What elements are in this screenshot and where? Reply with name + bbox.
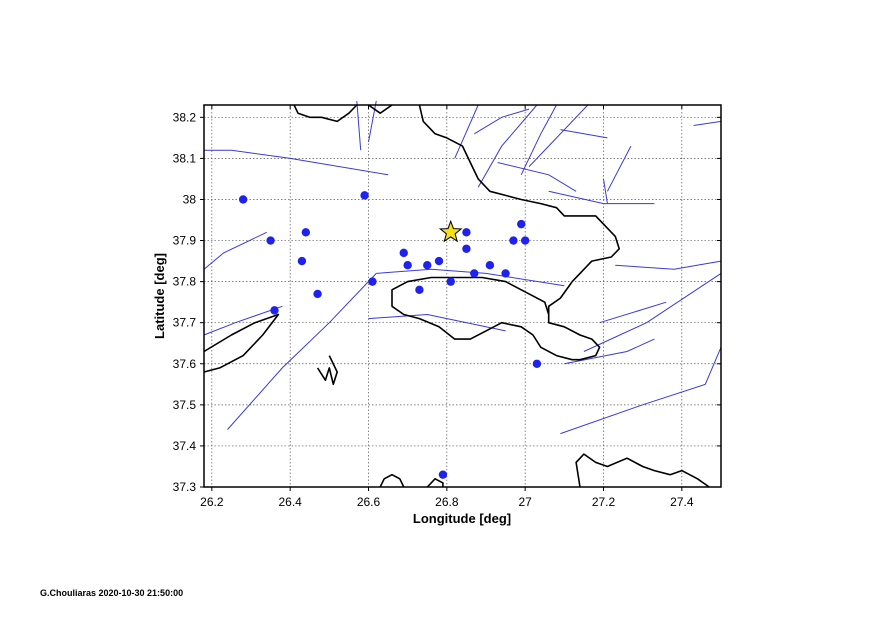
y-tick-label: 37.8 [173,275,197,289]
earthquake-event-dot [520,236,530,245]
fault-line [474,108,530,135]
plot-frame [203,104,722,488]
earthquake-event-dot [462,244,471,253]
fault-line [606,145,632,192]
fault-line [203,231,267,270]
earthquake-event-dot [238,195,248,204]
earthquake-event-dot [270,306,279,315]
fault-line [497,162,577,192]
coastline [426,478,444,488]
fault-lines [203,100,722,435]
fault-line [615,260,722,270]
y-tick-label: 38.1 [173,151,197,165]
earthquake-event-dot [470,269,479,278]
coastline [293,104,358,123]
y-tick-label: 38 [183,192,197,206]
earthquake-event-dot [399,248,408,258]
axis-ticks: 26.2 26.4 26.6 26.8 27 27.2 27.4 37.3 37.4 37.5 37… [173,105,721,509]
fault-line [520,104,557,176]
fault-line [564,338,655,365]
earthquake-event-dot [403,260,412,270]
fault-line [548,190,655,205]
y-tick-label: 37.3 [173,480,197,494]
earthquake-event-dot [368,277,377,286]
fault-line [203,305,283,336]
author-timestamp: G.Chouliaras 2020-10-30 21:50:00 [40,588,184,598]
star-icon [438,219,463,243]
x-tick-label: 27.4 [670,495,694,509]
fault-line [454,104,479,159]
fault-line [560,347,722,435]
earthquake-event-dot [501,269,510,278]
y-axis-label: Latitude [deg] [152,253,167,339]
coastline [391,104,620,361]
fault-line [227,273,377,430]
mainshock-star-icon [438,219,463,243]
fault-line [693,120,722,126]
y-tick-label: 37.9 [173,234,197,248]
earthquake-event-dot [360,191,369,200]
fault-line [583,272,722,352]
earthquake-event-dot [532,359,542,368]
coastline [316,355,338,386]
fault-line [368,100,377,143]
earthquake-event-dot [485,260,495,270]
earthquake-events [238,191,542,479]
x-tick-label: 26.8 [435,495,459,509]
earthquake-event-dot [438,470,448,479]
fault-line [204,149,389,176]
earthquake-event-dot [446,277,455,286]
grid-lines [204,105,721,488]
earthquake-event-dot [266,236,275,245]
y-tick-label: 37.7 [173,316,197,330]
x-tick-label: 26.6 [357,495,381,509]
fault-line [368,313,506,332]
fault-line [560,129,608,139]
fault-line [356,100,362,151]
x-tick-label: 27.2 [592,495,616,509]
y-tick-label: 38.2 [173,110,197,124]
earthquake-event-dot [301,228,311,237]
earthquake-event-dot [415,285,424,295]
fault-line [528,104,589,167]
earthquake-event-dot [509,236,518,245]
fault-line [599,301,667,324]
earthquake-event-dot [434,256,444,266]
earthquake-event-dot [423,260,432,270]
coastline [379,473,405,488]
x-axis-label: Longitude [deg] [413,511,511,526]
earthquake-event-dot [313,289,322,299]
x-tick-label: 27 [518,495,532,509]
fault-line [603,178,608,204]
x-tick-label: 26.4 [278,495,302,509]
coastlines [203,104,710,488]
fault-line [376,268,565,287]
y-tick-label: 37.4 [173,439,197,453]
fault-line [477,104,538,188]
earthquake-event-dot [297,256,307,266]
earthquake-event-dot [517,219,526,229]
coastline [368,104,393,114]
y-tick-label: 37.6 [173,357,197,371]
coastline [575,453,710,488]
coastline [203,313,280,373]
earthquake-event-dot [462,228,471,237]
y-tick-label: 37.5 [173,398,197,412]
x-tick-label: 26.2 [200,495,224,509]
